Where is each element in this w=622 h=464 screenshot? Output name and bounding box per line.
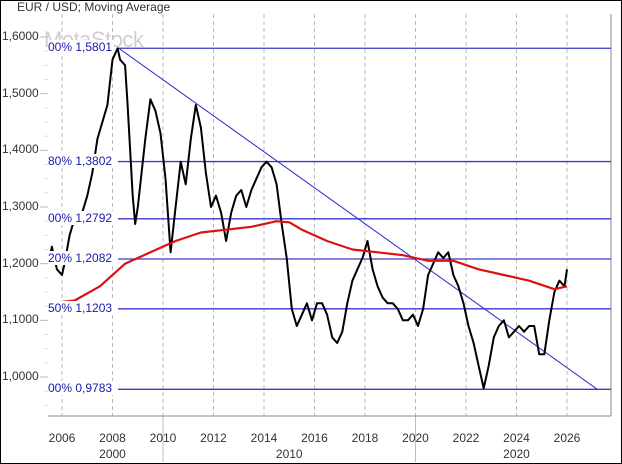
- chart-title: EUR / USD; Moving Average: [17, 0, 171, 14]
- x-tick-label: 2008: [99, 431, 126, 445]
- x-tick-label: 2010: [149, 431, 177, 445]
- y-tick-label: 1,1000: [2, 312, 39, 327]
- x-tick-label: 2020: [402, 431, 429, 445]
- trendline: [118, 47, 598, 390]
- x-tick-label: 2026: [553, 431, 581, 445]
- y-tick-label: 1,0000: [2, 369, 39, 383]
- fibonacci-level-label: 50% 1,1203: [48, 300, 115, 315]
- x-decade-label: 2010: [275, 447, 303, 461]
- x-decade-label: 2000: [99, 447, 126, 461]
- x-tick-label: 2014: [250, 431, 278, 445]
- fibonacci-level-label: 00% 0,9783: [48, 381, 115, 396]
- x-tick-label: 2018: [351, 431, 379, 445]
- x-decade-label: 2020: [503, 447, 530, 461]
- fibonacci-level-label: 00% 1,5801: [48, 40, 115, 55]
- x-tick-label: 2006: [48, 431, 76, 445]
- x-tick-label: 2016: [301, 431, 328, 445]
- y-tick-label: 1,6000: [2, 29, 39, 43]
- x-tick-label: 2024: [503, 431, 530, 445]
- x-tick-label: 2022: [452, 431, 480, 445]
- fibonacci-level-label: 20% 1,2082: [48, 251, 115, 266]
- y-tick-label: 1,5000: [2, 85, 39, 100]
- y-tick-label: 1,2000: [2, 255, 39, 270]
- y-tick-label: 1,3000: [2, 199, 39, 213]
- fibonacci-level-label: 80% 1,3802: [48, 153, 115, 168]
- price-line: [48, 47, 568, 390]
- fibonacci-level-label: 00% 1,2792: [48, 210, 115, 225]
- x-tick-label: 2012: [200, 431, 227, 445]
- y-tick-label: 1,4000: [2, 142, 39, 157]
- moving-average-line: [49, 220, 568, 305]
